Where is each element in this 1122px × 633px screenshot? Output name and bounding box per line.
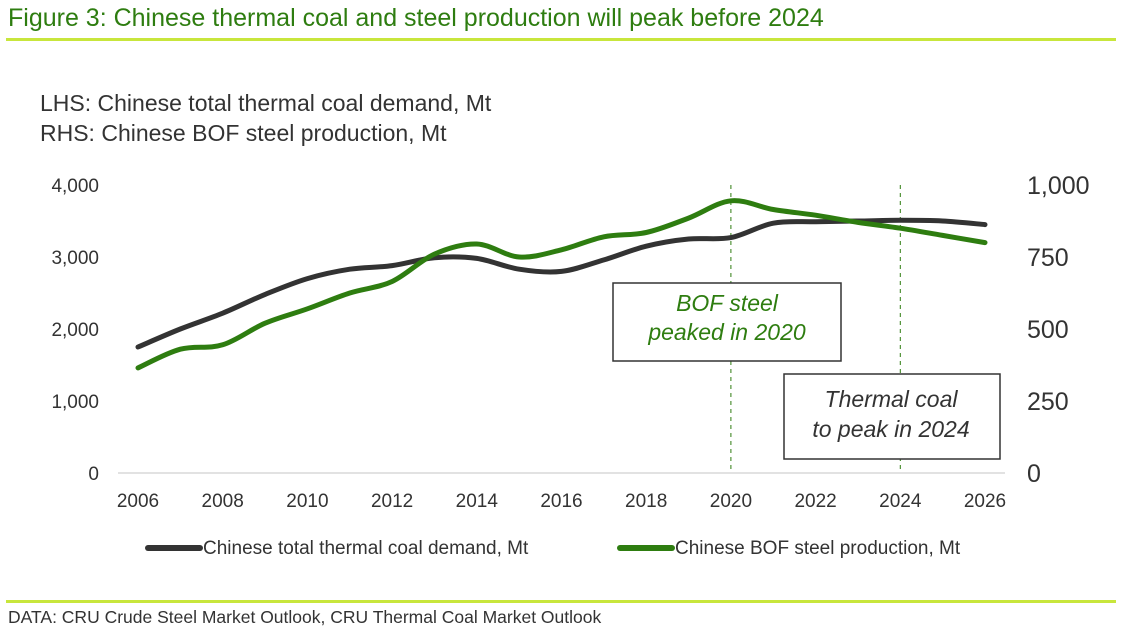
x-tick-label: 2020: [710, 491, 752, 512]
source-note: DATA: CRU Crude Steel Market Outlook, CR…: [8, 607, 602, 627]
series-line-bof-steel: [135, 198, 988, 371]
right-tick-label: 1,000: [1027, 172, 1090, 200]
x-tick-label: 2014: [456, 491, 499, 512]
left-tick-label: 0: [88, 464, 99, 485]
figure-title: Figure 3: Chinese thermal coal and steel…: [8, 4, 824, 32]
annotation-bof-steel: BOF steel peaked in 2020: [612, 282, 842, 362]
left-y-axis: 0 1,000 2,000 3,000 4,000: [51, 176, 99, 485]
x-tick-label: 2012: [371, 491, 413, 512]
legend: Chinese total thermal coal demand, Mt Ch…: [145, 538, 961, 559]
subtitle-lhs: LHS: Chinese total thermal coal demand, …: [40, 90, 492, 116]
subtitle-rhs: RHS: Chinese BOF steel production, Mt: [40, 120, 447, 146]
annotation-thermal-coal: Thermal coal to peak in 2024: [783, 373, 1001, 460]
legend-steel-label: Chinese BOF steel production, Mt: [675, 538, 961, 559]
x-tick-label: 2022: [794, 491, 836, 512]
right-tick-label: 750: [1027, 244, 1069, 272]
chart: 0 1,000 2,000 3,000 4,000 0 250 500 750 1,000 20…: [51, 172, 1090, 559]
x-tick-label: 2026: [964, 491, 1006, 512]
series-lines: [135, 198, 988, 371]
annotation-bof-steel-box: [612, 282, 842, 362]
x-tick-label: 2018: [625, 491, 667, 512]
x-tick-label: 2008: [202, 491, 244, 512]
left-tick-label: 3,000: [51, 248, 99, 269]
x-tick-label: 2006: [117, 491, 159, 512]
legend-coal-label: Chinese total thermal coal demand, Mt: [203, 538, 529, 559]
right-y-axis: 0 250 500 750 1,000: [1027, 172, 1090, 488]
x-tick-label: 2024: [879, 491, 922, 512]
left-tick-label: 4,000: [51, 176, 99, 197]
annotation-thermal-coal-box: [783, 373, 1001, 460]
x-tick-label: 2010: [286, 491, 328, 512]
annotation-thermal-coal-line2: to peak in 2024: [812, 416, 969, 442]
series-line-thermal-coal: [135, 217, 988, 350]
left-tick-label: 2,000: [51, 320, 99, 341]
title-rule: [6, 38, 1116, 41]
right-tick-label: 0: [1027, 460, 1041, 488]
annotation-thermal-coal-line1: Thermal coal: [825, 386, 959, 412]
x-axis: 2006 2008 2010 2012 2014 2016 2018 2020 2022 2024…: [117, 491, 1006, 512]
x-tick-label: 2016: [540, 491, 582, 512]
source-rule: [6, 600, 1116, 603]
annotation-bof-steel-line1: BOF steel: [676, 290, 779, 316]
annotation-bof-steel-line2: peaked in 2020: [647, 319, 806, 345]
right-tick-label: 250: [1027, 388, 1069, 416]
left-tick-label: 1,000: [51, 392, 99, 413]
right-tick-label: 500: [1027, 316, 1069, 344]
